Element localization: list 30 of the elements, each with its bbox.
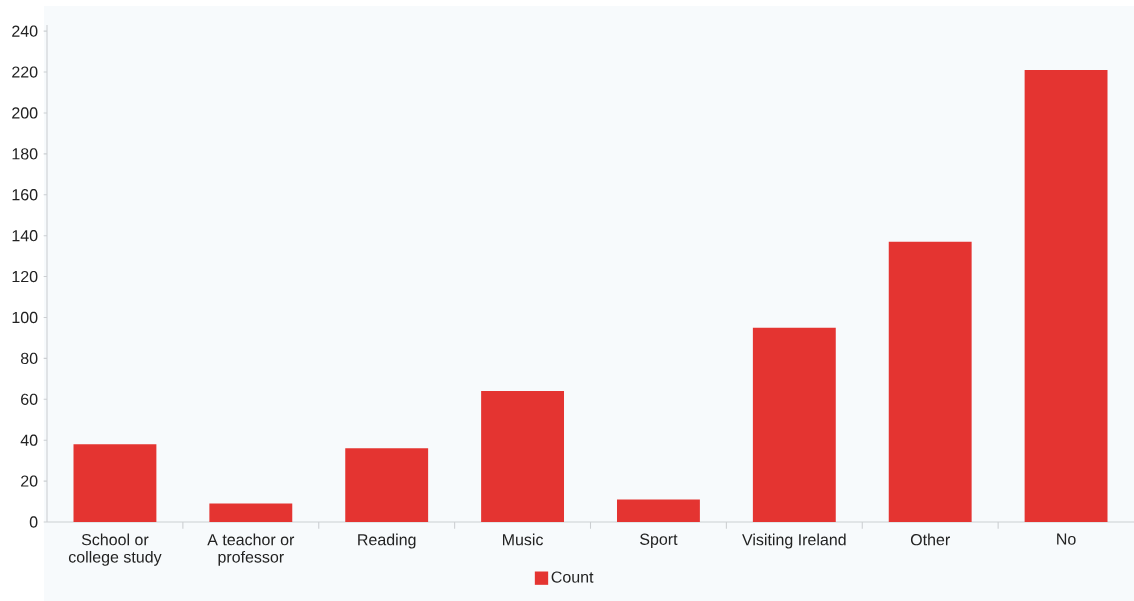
y-tick-label: 20: [21, 475, 38, 487]
x-tick-label: Visiting Ireland: [742, 533, 846, 549]
x-tick-label: A teachor or professor: [207, 533, 295, 566]
y-tick-label: 60: [21, 393, 38, 405]
bar: [888, 241, 972, 522]
x-tick-label: No: [1057, 533, 1076, 545]
y-tick-label: 120: [12, 270, 38, 283]
y-tick-label: 160: [12, 189, 38, 201]
x-tick-label: School or college study: [68, 533, 162, 566]
legend-label: Count: [551, 571, 594, 583]
x-tick-label: Other: [910, 533, 950, 546]
y-tick-label: 240: [12, 25, 38, 37]
y-tick-label: 80: [20, 352, 38, 365]
y-tick-label: 180: [12, 148, 38, 160]
y-tick-label: 140: [12, 230, 38, 242]
bar: [209, 503, 293, 522]
bar: [1024, 70, 1108, 522]
x-tick-label: Reading: [358, 533, 416, 549]
bar: [481, 391, 565, 522]
y-tick-label: 40: [20, 434, 38, 446]
bar: [752, 327, 836, 522]
y-tick-label: 200: [12, 107, 38, 119]
x-tick-label: Music: [502, 533, 544, 546]
y-tick-label: 0: [29, 516, 38, 528]
x-tick-label: Sport: [640, 533, 678, 549]
bar: [345, 448, 429, 522]
y-tick-label: 220: [12, 66, 38, 78]
y-tick-label: 100: [12, 311, 38, 324]
bar: [73, 444, 157, 522]
bar: [617, 499, 700, 522]
